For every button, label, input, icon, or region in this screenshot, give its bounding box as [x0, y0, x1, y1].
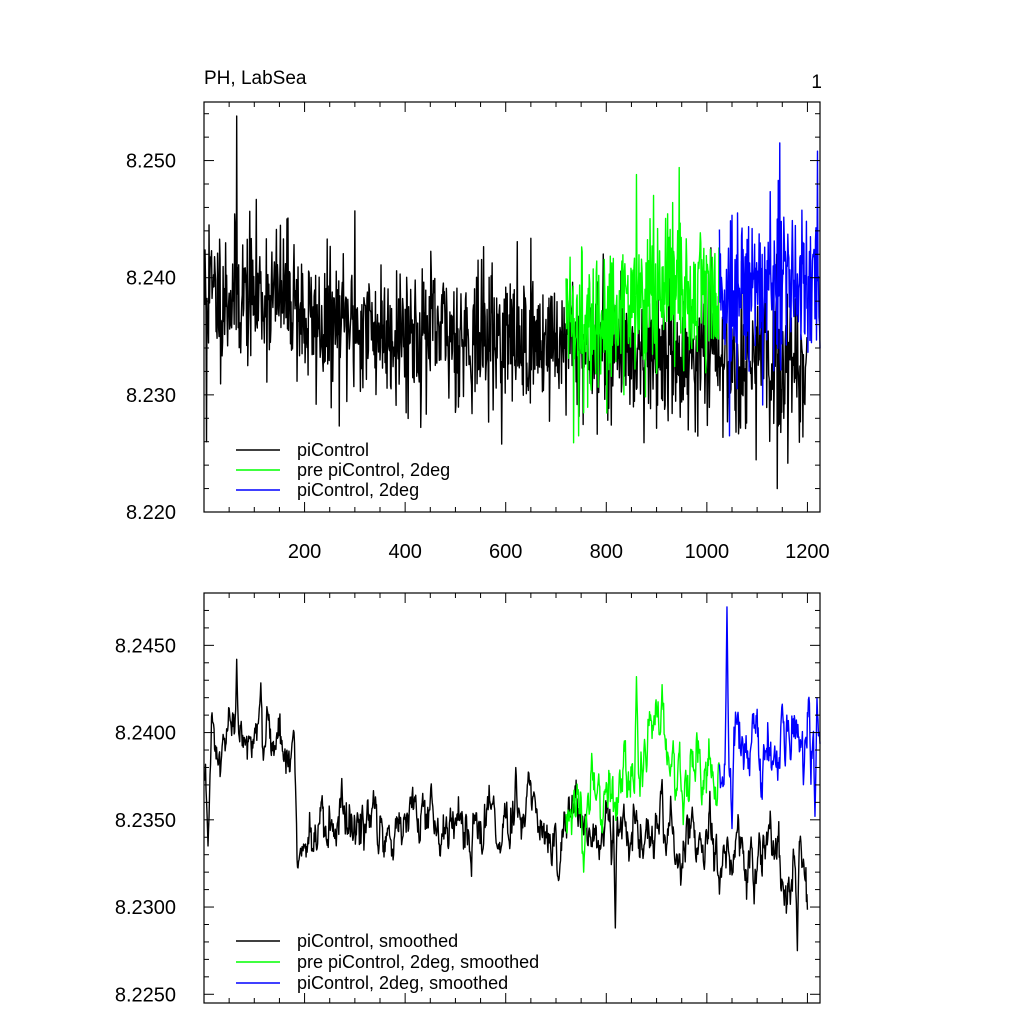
- y-tick-label: 8.2250: [115, 984, 176, 1006]
- y-tick-label: 8.2450: [115, 635, 176, 657]
- y-tick-label: 8.2400: [115, 723, 176, 745]
- legend-label: piControl, smoothed: [297, 931, 458, 951]
- y-tick-label: 8.240: [126, 268, 176, 290]
- chart-title: PH, LabSea: [204, 68, 307, 89]
- y-tick-label: 8.230: [126, 385, 176, 407]
- x-tick-label: 800: [590, 541, 623, 563]
- x-tick-label: 1000: [685, 541, 730, 563]
- legend-label: piControl, 2deg: [297, 480, 419, 500]
- x-tick-label: 400: [388, 541, 421, 563]
- panel-label: 1: [811, 72, 822, 93]
- series-line: [565, 166, 721, 444]
- legend-label: piControl, 2deg, smoothed: [297, 973, 508, 993]
- series-line: [718, 142, 821, 437]
- series-line: [565, 676, 721, 873]
- y-tick-label: 8.2300: [115, 897, 176, 919]
- legend-label: pre piControl, 2deg: [297, 460, 450, 480]
- y-tick-label: 8.2350: [115, 810, 176, 832]
- plot-frame: [203, 592, 821, 1004]
- y-tick-label: 8.250: [126, 151, 176, 173]
- legend-label: piControl: [297, 440, 369, 460]
- y-tick-label: 8.220: [126, 502, 176, 524]
- x-tick-label: 1200: [785, 541, 830, 563]
- top-panel: 200 400 600 800 1000 1200 8.220 8.230 8.240 8.250…: [126, 101, 830, 563]
- series-line: [203, 115, 809, 490]
- series-line: [203, 658, 809, 952]
- x-tick-label: 600: [489, 541, 522, 563]
- x-tick-label: 200: [288, 541, 321, 563]
- bottom-panel: 8.2250 8.2300 8.2350 8.2400 8.2450 piControl,…: [115, 592, 821, 1006]
- plot-frame: [203, 101, 821, 513]
- series-line: [718, 606, 821, 830]
- legend-label: pre piControl, 2deg, smoothed: [297, 952, 539, 972]
